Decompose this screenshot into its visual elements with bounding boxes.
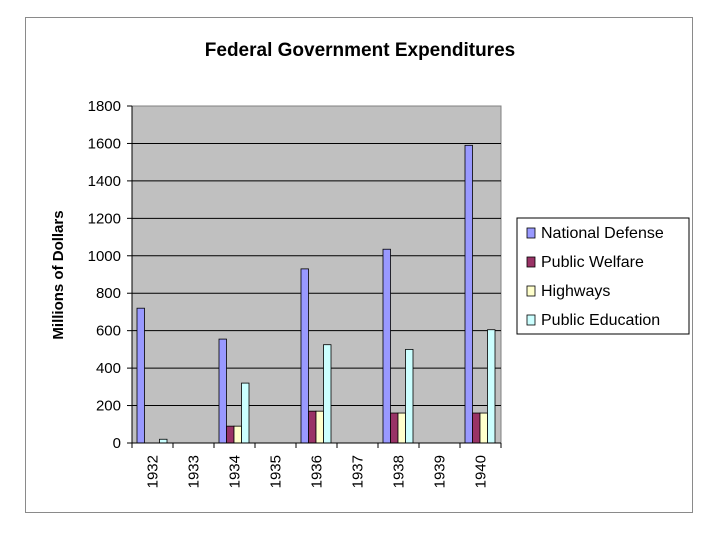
gridlines [132, 142, 501, 407]
y-tick-label: 1000 [88, 248, 121, 265]
bar [218, 338, 227, 444]
legend-swatch [526, 314, 536, 326]
x-tick-label: 1934 [227, 455, 244, 488]
y-tick-label: 1800 [88, 98, 121, 115]
x-tick-label: 1936 [309, 455, 326, 488]
bar [226, 425, 235, 444]
legend-swatch [526, 285, 536, 297]
bar [315, 410, 324, 444]
bar [397, 412, 406, 444]
legend-swatch [526, 256, 536, 268]
legend-label: Public Education [541, 312, 660, 329]
y-tick-label: 800 [96, 285, 121, 302]
bar [479, 412, 488, 444]
bar [233, 425, 242, 444]
y-tick-label: 1200 [88, 210, 121, 227]
bar [136, 307, 145, 444]
bar [300, 268, 309, 444]
legend-swatch [526, 227, 536, 239]
x-tick-label: 1932 [145, 455, 162, 488]
chart-title: Federal Government Expenditures [205, 40, 515, 61]
legend-box [516, 217, 690, 335]
bar [472, 412, 481, 444]
y-tick-label: 1400 [88, 173, 121, 190]
bar [390, 412, 399, 444]
bar [487, 329, 496, 444]
x-tick-label: 1933 [186, 455, 203, 488]
legend-label: National Defense [541, 225, 664, 242]
y-tick-label: 0 [113, 435, 121, 452]
x-tick-label: 1940 [473, 455, 490, 488]
bar [405, 348, 414, 444]
legend-label: Highways [541, 283, 610, 300]
y-tick-label: 600 [96, 323, 121, 340]
x-tick-label: 1938 [391, 455, 408, 488]
y-tick-label: 400 [96, 360, 121, 377]
y-tick-label: 1600 [88, 135, 121, 152]
legend-label: Public Welfare [541, 254, 644, 271]
bar [464, 144, 473, 444]
bar [159, 438, 168, 444]
x-tick-label: 1935 [268, 455, 285, 488]
y-axis: 0 200 400 600 800 1000 1200 1400 1600 1800 [88, 98, 133, 452]
bar [241, 382, 250, 444]
legend: National Defense Public Welfare Highways Pu… [516, 217, 690, 335]
bar [382, 248, 391, 444]
plot-area [131, 105, 502, 444]
x-tick-label: 1939 [432, 455, 449, 488]
bar [323, 344, 332, 444]
x-tick-label: 1937 [350, 455, 367, 488]
bar [308, 410, 317, 444]
y-tick-label: 200 [96, 398, 121, 415]
x-axis: 1932 1933 1934 1935 1936 1937 1938 1939 1940 [131, 442, 502, 488]
y-axis-label: Millions of Dollars [50, 210, 67, 339]
